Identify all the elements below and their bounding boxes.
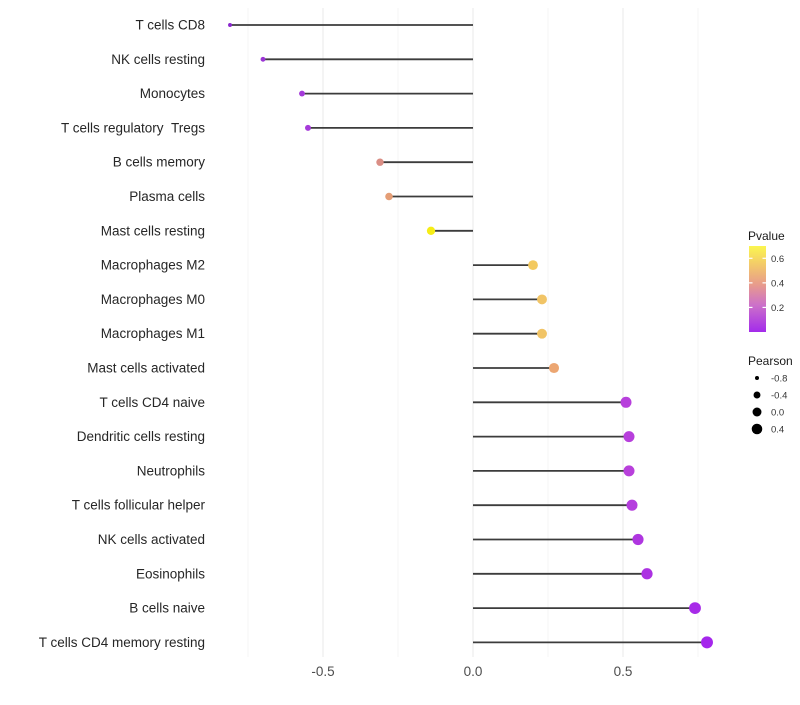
category-label: Macrophages M0 xyxy=(101,292,205,307)
pearson-size-label: -0.8 xyxy=(771,374,787,385)
stems xyxy=(230,24,707,644)
category-label: T cells CD4 naive xyxy=(99,395,205,410)
lollipop-point xyxy=(305,124,311,131)
pvalue-tick-label: 0.4 xyxy=(771,278,784,289)
lollipop-point xyxy=(701,636,713,649)
lollipop-point xyxy=(426,226,436,235)
lollipop-point xyxy=(623,465,635,477)
lollipop-point xyxy=(620,396,632,408)
pearson-size-dot xyxy=(752,407,762,417)
category-label: Plasma cells xyxy=(129,189,205,204)
lollipop-point xyxy=(548,362,560,374)
pearson-size-label: 0.0 xyxy=(771,408,784,419)
pearson-size-label: -0.4 xyxy=(771,391,787,402)
legend-title-pvalue: Pvalue xyxy=(748,229,785,243)
category-label: Macrophages M1 xyxy=(101,326,205,341)
legend-pvalue: Pvalue 0.6 0.4 0.2 xyxy=(748,229,785,332)
category-label: T cells regulatory Tregs xyxy=(61,120,205,135)
lollipop-point xyxy=(299,90,305,97)
lollipop-point xyxy=(528,260,538,270)
category-label: Eosinophils xyxy=(136,566,205,581)
lollipop-point xyxy=(632,533,644,546)
category-labels: T cells CD8 NK cells resting Monocytes T ce… xyxy=(39,18,206,650)
pvalue-tick-label: 0.2 xyxy=(771,303,784,314)
pvalue-tick-label: 0.6 xyxy=(771,254,784,265)
category-label: T cells CD4 memory resting xyxy=(39,635,205,650)
category-label: NK cells activated xyxy=(98,532,205,547)
category-label: B cells naive xyxy=(129,601,205,616)
lollipop-point xyxy=(385,192,393,201)
lollipop-point xyxy=(537,328,547,339)
pearson-size-label: 0.4 xyxy=(771,425,784,436)
x-tick-label: -0.5 xyxy=(311,664,334,679)
legend-pearson: Pearson -0.8 -0.4 0.0 0.4 xyxy=(748,354,793,436)
lollipop-point xyxy=(228,23,232,27)
legend-title-pearson: Pearson xyxy=(748,354,793,368)
category-label: B cells memory xyxy=(113,155,206,170)
lollipop-point xyxy=(689,602,701,614)
x-tick-label: 0.5 xyxy=(614,664,633,679)
category-label: Dendritic cells resting xyxy=(77,429,205,444)
lollipop-point xyxy=(260,56,266,62)
pearson-size-dot xyxy=(751,423,763,435)
category-label: Neutrophils xyxy=(137,463,206,478)
pearson-size-dot xyxy=(753,391,761,399)
x-tick-label: 0.0 xyxy=(464,664,483,679)
lollipop-point xyxy=(641,568,653,580)
category-label: Mast cells activated xyxy=(87,361,205,376)
lollipop-point xyxy=(537,294,547,305)
pearson-size-dot xyxy=(755,376,759,380)
lollipop-point xyxy=(623,431,635,443)
category-label: Monocytes xyxy=(140,86,206,101)
x-axis: -0.5 0.0 0.5 xyxy=(311,664,632,679)
category-label: T cells CD8 xyxy=(135,18,205,33)
grid xyxy=(247,8,699,657)
points xyxy=(228,23,713,649)
category-label: Mast cells resting xyxy=(101,223,205,238)
pvalue-gradient-bar xyxy=(749,246,766,332)
category-label: T cells follicular helper xyxy=(72,498,206,513)
lollipop-point xyxy=(626,499,638,511)
lollipop-point xyxy=(376,158,384,166)
category-label: Macrophages M2 xyxy=(101,258,205,273)
category-label: NK cells resting xyxy=(111,52,205,67)
